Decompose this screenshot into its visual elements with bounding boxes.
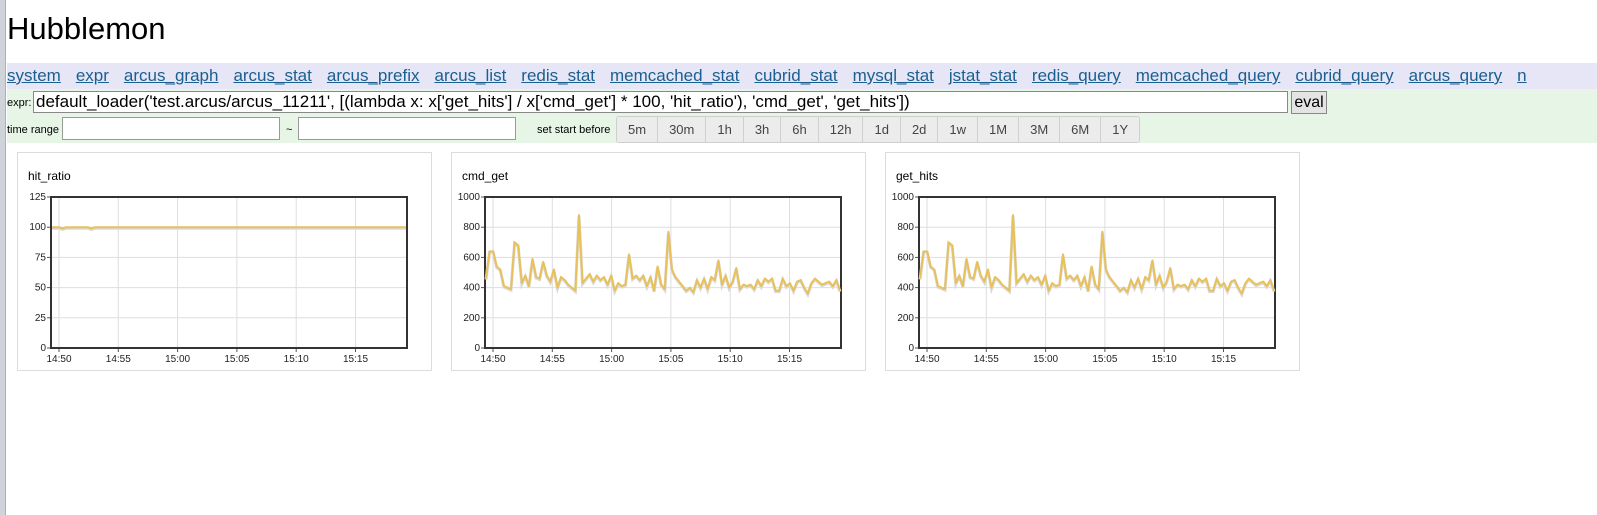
x-tick-label: 15:15 — [777, 354, 802, 365]
nav-link-arcus-prefix[interactable]: arcus_prefix — [326, 66, 420, 85]
series-line — [485, 214, 841, 295]
page-title: Hubblemon — [7, 11, 166, 46]
y-tick-label: 1000 — [458, 192, 481, 203]
x-tick-label: 15:05 — [1092, 354, 1117, 365]
y-tick-label: 0 — [40, 343, 46, 354]
x-tick-label: 15:00 — [1033, 354, 1058, 365]
x-tick-label: 15:10 — [1152, 354, 1177, 365]
range-button-1m[interactable]: 1M — [978, 117, 1020, 142]
window-left-edge — [0, 0, 6, 515]
series-line — [52, 226, 406, 230]
range-button-1h[interactable]: 1h — [706, 117, 744, 142]
x-tick-label: 14:50 — [914, 354, 939, 365]
nav-link-system[interactable]: system — [7, 66, 61, 85]
y-tick-label: 75 — [35, 252, 47, 263]
range-button-1w[interactable]: 1w — [938, 117, 979, 142]
eval-button[interactable]: eval — [1291, 91, 1327, 114]
time-range-label: time range — [7, 124, 59, 136]
range-button-2d[interactable]: 2d — [900, 117, 939, 142]
plot-frame — [918, 196, 1276, 349]
nav-link-arcus-graph[interactable]: arcus_graph — [123, 66, 219, 85]
series-line-shadow — [484, 216, 842, 299]
range-button-6h[interactable]: 6h — [781, 117, 819, 142]
expr-label: expr: — [7, 97, 32, 109]
x-tick-label: 15:15 — [343, 354, 368, 365]
y-tick-label: 50 — [35, 283, 47, 294]
y-tick-label: 400 — [897, 283, 914, 294]
chart-panel-cmd-get: cmd_get 0 200 400 600 800 1000 14:50 14:55 15:00… — [451, 152, 866, 371]
time-range-separator: ~ — [286, 124, 293, 136]
range-button-6m[interactable]: 6M — [1060, 117, 1102, 142]
plot-frame — [484, 196, 842, 349]
y-tick-label: 1000 — [892, 192, 915, 203]
nav-link-redis-stat[interactable]: redis_stat — [521, 66, 595, 85]
nav-link-redis-query[interactable]: redis_query — [1031, 66, 1121, 85]
expression-controls: expr: eval time range ~ set start before… — [7, 89, 1597, 143]
y-tick-label: 0 — [908, 343, 914, 354]
get-hits-chart: 0 200 400 600 800 1000 14:50 14:55 15:00 15:05 15:… — [892, 192, 1276, 365]
nav-link-memcached-stat[interactable]: memcached_stat — [610, 66, 740, 85]
x-tick-label: 14:55 — [974, 354, 999, 365]
series-line — [919, 214, 1275, 295]
y-tick-label: 200 — [897, 313, 914, 324]
y-tick-label: 125 — [29, 192, 46, 203]
range-button-group: 5m 30m 1h 3h 6h 12h 1d 2d 1w 1M 3M 6M 1Y — [616, 116, 1141, 143]
nav-link-cubrid-stat[interactable]: cubrid_stat — [754, 66, 838, 85]
nav-link-jstat-stat[interactable]: jstat_stat — [948, 66, 1017, 85]
x-tick-label: 14:50 — [46, 354, 71, 365]
range-button-1y[interactable]: 1Y — [1101, 117, 1140, 142]
chart-title: hit_ratio — [28, 169, 71, 183]
x-tick-label: 15:00 — [165, 354, 190, 365]
y-tick-label: 800 — [463, 222, 480, 233]
time-range-end-input[interactable] — [298, 117, 516, 140]
range-button-12h[interactable]: 12h — [818, 117, 864, 142]
x-tick-label: 15:05 — [224, 354, 249, 365]
range-button-3h[interactable]: 3h — [743, 117, 782, 142]
y-tick-label: 400 — [463, 283, 480, 294]
hit-ratio-chart: 0 25 50 75 100 125 14:50 14:55 15:00 15:05 15:10 15… — [29, 192, 408, 365]
expr-input[interactable] — [33, 91, 1288, 113]
range-button-30m[interactable]: 30m — [658, 117, 707, 142]
chart-panel-hit-ratio: hit_ratio 0 25 50 75 100 125 14:50 14:55 15:00 15… — [17, 152, 432, 371]
y-tick-label: 600 — [463, 252, 480, 263]
x-tick-label: 15:05 — [658, 354, 683, 365]
nav-link-cubrid-query[interactable]: cubrid_query — [1295, 66, 1394, 85]
x-tick-label: 15:10 — [718, 354, 743, 365]
y-tick-label: 200 — [463, 313, 480, 324]
time-range-start-input[interactable] — [62, 117, 280, 140]
x-tick-label: 14:55 — [540, 354, 565, 365]
nav-link-memcached-query[interactable]: memcached_query — [1135, 66, 1281, 85]
chart-panel-get-hits: get_hits 0 200 400 600 800 1000 14:50 14:55 15:0… — [885, 152, 1300, 371]
x-tick-label: 15:00 — [599, 354, 624, 365]
y-tick-label: 100 — [29, 222, 46, 233]
nav-link-arcus-stat[interactable]: arcus_stat — [233, 66, 312, 85]
cmd-get-chart: 0 200 400 600 800 1000 14:50 14:55 15:00 15:05 15:… — [458, 192, 842, 365]
series-line-shadow — [918, 216, 1276, 299]
series-line-shadow — [52, 226, 406, 231]
main-nav: system expr arcus_graph arcus_stat arcus_pre… — [7, 63, 1597, 89]
nav-link-arcus-list[interactable]: arcus_list — [434, 66, 507, 85]
x-tick-label: 14:55 — [106, 354, 131, 365]
plot-frame — [50, 196, 408, 349]
y-tick-label: 0 — [474, 343, 480, 354]
x-tick-label: 15:15 — [1211, 354, 1236, 365]
range-button-5m[interactable]: 5m — [617, 117, 659, 142]
nav-link-mysql-stat[interactable]: mysql_stat — [852, 66, 934, 85]
y-tick-label: 25 — [35, 313, 47, 324]
nav-link-expr[interactable]: expr — [75, 66, 109, 85]
y-tick-label: 600 — [897, 252, 914, 263]
set-start-before-label: set start before — [537, 124, 611, 136]
chart-title: get_hits — [896, 169, 939, 183]
chart-title: cmd_get — [462, 169, 509, 183]
x-tick-label: 15:10 — [284, 354, 309, 365]
range-button-1d[interactable]: 1d — [863, 117, 901, 142]
nav-link-n[interactable]: n — [1517, 66, 1527, 85]
y-tick-label: 800 — [897, 222, 914, 233]
x-tick-label: 14:50 — [480, 354, 505, 365]
nav-link-arcus-query[interactable]: arcus_query — [1408, 66, 1503, 85]
range-button-3m[interactable]: 3M — [1019, 117, 1061, 142]
